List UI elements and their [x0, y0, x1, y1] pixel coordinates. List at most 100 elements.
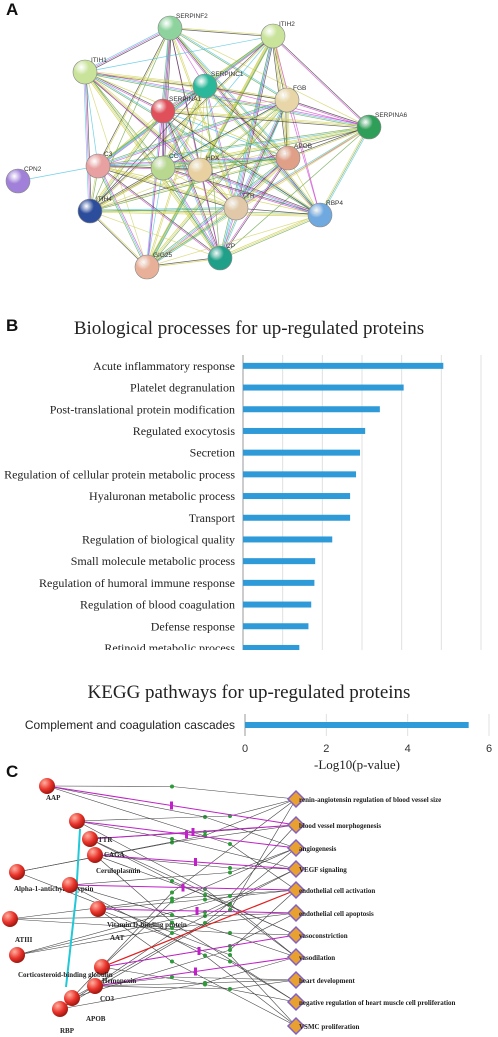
network-a-node — [207, 245, 233, 271]
network-a-edge — [235, 126, 369, 208]
network-a-edge — [84, 26, 170, 72]
network-a-node — [192, 73, 218, 99]
network-a-node — [275, 145, 301, 171]
network-c-edge — [46, 785, 231, 845]
network-c-edge — [171, 914, 297, 958]
network-c-protein-node — [9, 864, 25, 880]
network-a-node — [77, 198, 103, 224]
network-c-protein-label: Ceruloplasmin — [96, 867, 140, 875]
network-c-edge — [171, 798, 297, 893]
chart-kegg-x-axis-label: -Log10(p-value) — [314, 757, 400, 772]
network-a-edge — [84, 72, 320, 216]
network-c-junction — [170, 913, 174, 917]
network-c-edge-marker — [181, 883, 185, 892]
network-a-edge — [170, 27, 274, 36]
network-c-edge — [171, 824, 297, 843]
network-a-node-label: FGB — [293, 85, 306, 92]
network-a-edge — [85, 70, 202, 170]
network-c-protein-node — [90, 901, 106, 917]
network-a-node — [134, 254, 160, 280]
network-a-edge — [273, 35, 370, 127]
network-a-node-label: SERPINA1 — [169, 96, 202, 103]
network-a-edge — [89, 167, 164, 212]
network-c-edge — [171, 912, 297, 929]
network-a-edge — [147, 208, 237, 269]
network-a-node-label: SERPINA6 — [375, 112, 408, 119]
network-c-protein-label: Corticosteroid-binding globulin — [18, 971, 113, 979]
network-a-edge — [90, 111, 165, 212]
network-c-process-label: renin-angiotensin regulation of blood ve… — [299, 796, 441, 804]
network-c-edge — [204, 798, 297, 836]
network-c-process-node — [286, 838, 306, 858]
network-c-junction — [228, 987, 232, 991]
network-c-cyan-edge — [65, 828, 81, 988]
network-c-edge-marker — [185, 830, 188, 839]
network-c-edge — [46, 785, 173, 787]
network-a-edge — [286, 99, 321, 216]
network-a-node-label: ITIH1 — [91, 57, 107, 64]
chart-b-bar — [243, 406, 380, 413]
network-c-protein-label: AAP — [46, 794, 61, 802]
network-a-edge — [146, 110, 164, 268]
network-a-edge — [89, 157, 288, 211]
network-a-edge — [146, 169, 200, 267]
network-a-edge — [89, 211, 320, 217]
network-c-edge — [94, 985, 231, 990]
network-a-node-label: TTR — [242, 193, 255, 200]
network-c-junction — [170, 784, 174, 789]
network-a-node — [260, 23, 286, 49]
network-c-edge — [16, 927, 173, 956]
network-a-edge — [98, 165, 221, 258]
network-c-edge — [204, 888, 297, 958]
network-c-protein-node — [64, 990, 80, 1006]
network-a-edge — [219, 157, 288, 258]
network-a-edge — [97, 166, 200, 171]
network-a-edge — [98, 36, 274, 168]
network-a-node-label: CPN2 — [24, 166, 42, 173]
network-c-protein-node — [87, 978, 103, 994]
network-a-edge — [169, 27, 221, 259]
network-c-junction — [170, 879, 174, 883]
network-a-edge — [85, 71, 321, 215]
network-a-edge — [199, 170, 320, 217]
chart-kegg-tick-label: 2 — [323, 743, 329, 755]
network-a-edge — [163, 109, 370, 127]
chart-b-category-label: Regulation of humoral immune response — [39, 576, 235, 590]
network-c-edge-marker — [197, 947, 201, 955]
network-c-process-node — [286, 880, 306, 900]
chart-b-category-label: Regulation of biological quality — [82, 532, 235, 546]
network-a-edge — [219, 213, 320, 258]
network-a-node-label: APOB — [294, 143, 312, 150]
network-a-edge — [146, 35, 274, 268]
network-c-edge — [16, 835, 206, 873]
network-c-junction — [170, 926, 174, 930]
network-a-edge — [162, 35, 274, 169]
network-c-process-label: heart development — [299, 977, 355, 985]
chart-b-category-label: Defense response — [151, 619, 235, 633]
network-c-edge — [229, 912, 297, 947]
network-a-edge — [97, 166, 236, 210]
network-a-edge — [286, 100, 369, 128]
network-c-junction — [170, 896, 174, 901]
chart-b-bar — [243, 558, 316, 565]
network-a-edge — [200, 168, 321, 215]
network-a-edge — [220, 100, 288, 259]
network-c-junction — [203, 910, 207, 914]
network-c-edge — [16, 911, 206, 956]
network-a-edge — [147, 86, 206, 268]
network-c-edge — [76, 815, 231, 822]
network-a-edge — [272, 36, 369, 128]
network-c-protein-label: TTR — [98, 836, 113, 844]
network-c-process-label: vasoconstriction — [299, 932, 348, 940]
network-c-protein-label: RBP — [60, 1027, 75, 1035]
network-c-process-node — [286, 903, 306, 923]
network-c-edge — [204, 979, 297, 984]
network-c-process-label: VSMC proliferation — [299, 1023, 359, 1031]
kegg-bar-chart: 0 2 4 6 Complement and coagulation cascades -… — [25, 714, 492, 772]
network-c-protein-label: APOB — [86, 1015, 106, 1023]
network-a-edge — [84, 71, 370, 128]
network-a-edge — [170, 27, 288, 100]
chart-b-bar — [243, 384, 404, 391]
network-a-node-label: CP — [226, 243, 235, 250]
network-c-protein-label: Vitamin D-binding protein — [107, 921, 187, 929]
